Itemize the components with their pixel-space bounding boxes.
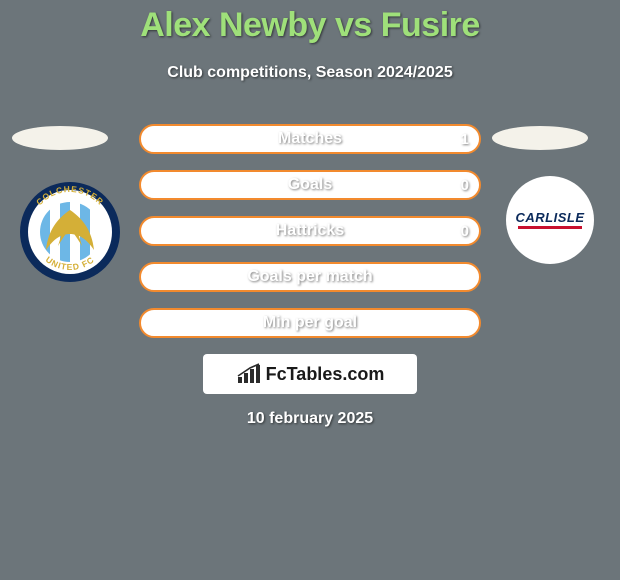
right-club-wordmark: CARLISLE bbox=[516, 210, 585, 225]
subtitle: Club competitions, Season 2024/2025 bbox=[0, 64, 620, 82]
brand-text: FcTables.com bbox=[266, 364, 385, 385]
brand-badge: FcTables.com bbox=[203, 354, 417, 394]
chart-icon bbox=[236, 363, 262, 385]
stat-label: Goals bbox=[141, 176, 479, 194]
left-player-halo bbox=[12, 126, 108, 150]
stat-row-hattricks: Hattricks0 bbox=[139, 216, 481, 246]
stat-row-goals: Goals0 bbox=[139, 170, 481, 200]
stat-right-value: 0 bbox=[461, 177, 469, 194]
page-title: Alex Newby vs Fusire bbox=[0, 6, 620, 45]
date-text: 10 february 2025 bbox=[0, 410, 620, 428]
stat-row-min-per-goal: Min per goal bbox=[139, 308, 481, 338]
right-player-halo bbox=[492, 126, 588, 150]
stat-label: Matches bbox=[141, 130, 479, 148]
stat-row-matches: Matches1 bbox=[139, 124, 481, 154]
left-club-badge: COLCHESTER UNITED FC bbox=[18, 180, 122, 284]
stat-right-value: 0 bbox=[461, 223, 469, 240]
stat-label: Goals per match bbox=[141, 268, 479, 286]
stat-label: Hattricks bbox=[141, 222, 479, 240]
stat-right-value: 1 bbox=[461, 131, 469, 148]
stat-row-goals-per-match: Goals per match bbox=[139, 262, 481, 292]
comparison-card: Alex Newby vs Fusire Club competitions, … bbox=[0, 0, 620, 580]
stat-label: Min per goal bbox=[141, 314, 479, 332]
right-club-badge: CARLISLE bbox=[506, 176, 594, 264]
